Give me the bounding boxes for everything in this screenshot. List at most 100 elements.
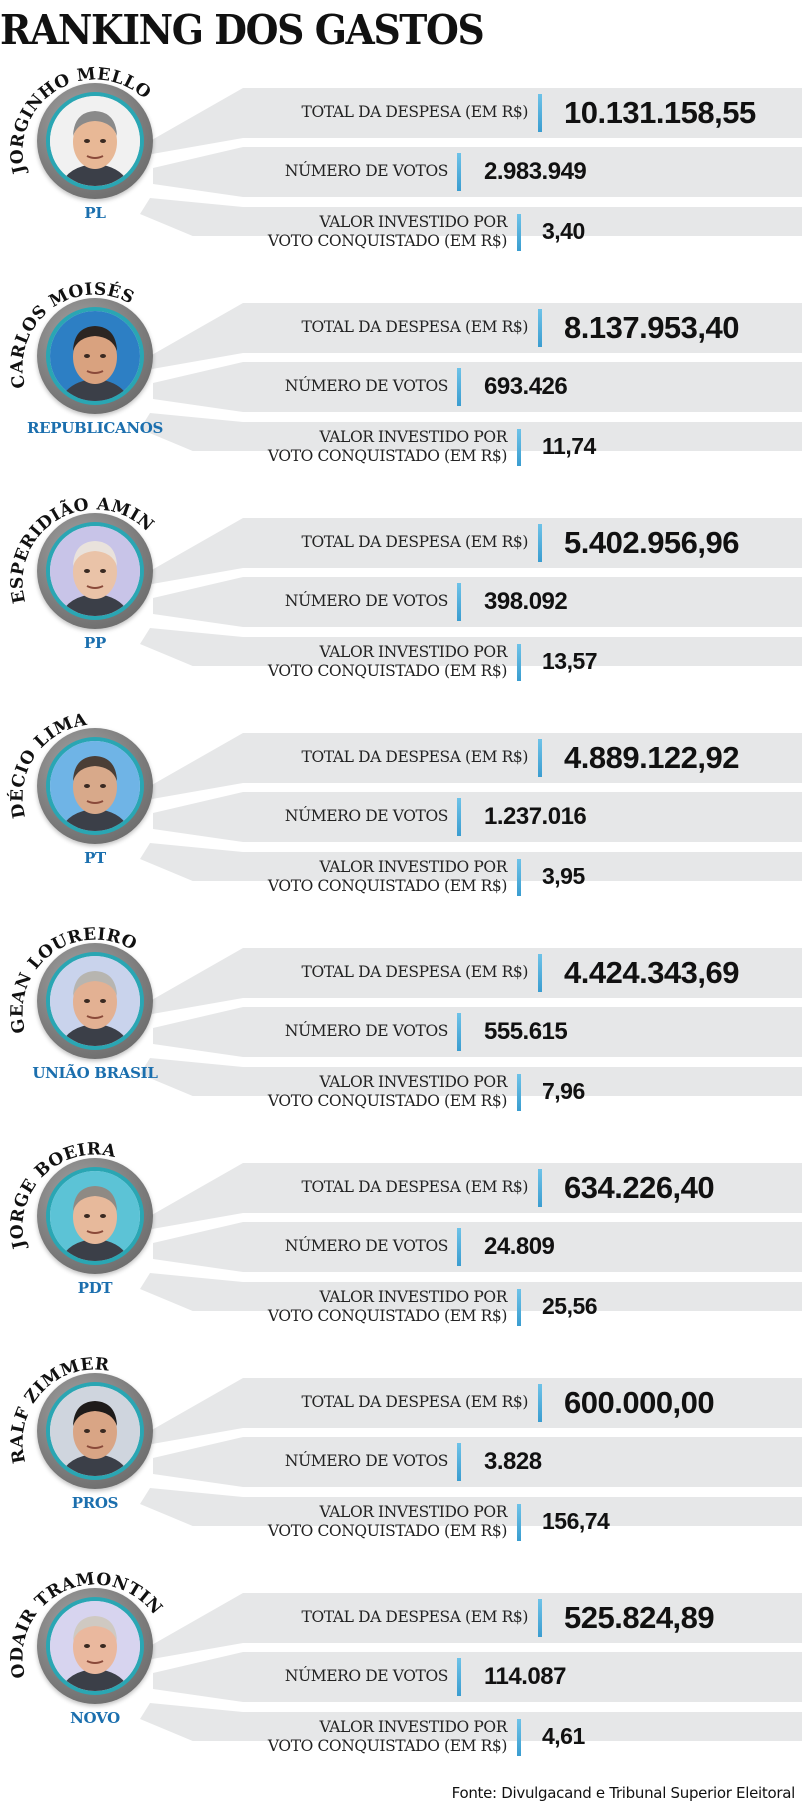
votes-row: NÚMERO DE VOTOS 555.615 (0, 1007, 802, 1057)
total-expense-label: TOTAL DA DESPESA (EM R$) (301, 318, 529, 336)
avatar-teal-ring (46, 307, 144, 405)
party-label: PT (84, 849, 106, 867)
page-title: RANKING DOS GASTOS (0, 6, 485, 54)
avatar-teal-ring (46, 1382, 144, 1480)
candidate-block: ODAIR TRAMONTIN NOVO TOT (0, 1551, 802, 1766)
cost-per-vote-label: VALOR INVESTIDO POR VOTO CONQUISTADO (EM… (267, 213, 508, 251)
fan-bands (140, 303, 802, 451)
total-expense-row: TOTAL DA DESPESA (EM R$) 525.824,89 (0, 1593, 802, 1643)
accent-bar (457, 1443, 461, 1481)
cost-per-vote-row: VALOR INVESTIDO POR VOTO CONQUISTADO (EM… (0, 1497, 802, 1547)
accent-bar (457, 798, 461, 836)
candidate-block: CARLOS MOISÉS REPUBLICANOS (0, 261, 802, 476)
candidate-photo (50, 526, 140, 616)
cost-per-vote-row: VALOR INVESTIDO POR VOTO CONQUISTADO (EM… (0, 1712, 802, 1762)
votes-row: NÚMERO DE VOTOS 24.809 (0, 1222, 802, 1272)
party-label: PDT (77, 1279, 113, 1297)
votes-value: 1.237.016 (484, 803, 587, 830)
total-expense-row: TOTAL DA DESPESA (EM R$) 600.000,00 (0, 1378, 802, 1428)
cost-per-vote-label: VALOR INVESTIDO POR VOTO CONQUISTADO (EM… (267, 1718, 508, 1756)
cost-per-vote-label-line2: VOTO CONQUISTADO (EM R$) (267, 1307, 508, 1325)
cost-per-vote-label-line1: VALOR INVESTIDO POR (319, 1503, 508, 1521)
fan-bands (140, 1378, 802, 1526)
fan-bands (140, 88, 802, 236)
total-expense-value: 4.889.122,92 (564, 740, 740, 775)
total-expense-value: 8.137.953,40 (564, 310, 740, 345)
total-expense-row: TOTAL DA DESPESA (EM R$) 10.131.158,55 (0, 88, 802, 138)
avatar-ring (37, 943, 153, 1059)
candidate-block: JORGE BOEIRA PDT TOTAL D (0, 1121, 802, 1336)
votes-label: NÚMERO DE VOTOS (284, 377, 448, 395)
cost-per-vote-row: VALOR INVESTIDO POR VOTO CONQUISTADO (EM… (0, 852, 802, 902)
cost-per-vote-row: VALOR INVESTIDO POR VOTO CONQUISTADO (EM… (0, 1067, 802, 1117)
total-expense-value: 634.226,40 (564, 1170, 715, 1205)
votes-label: NÚMERO DE VOTOS (284, 1237, 448, 1255)
avatar-teal-ring (46, 952, 144, 1050)
avatar-teal-ring (46, 1597, 144, 1695)
candidate-photo (50, 1386, 140, 1476)
candidate-photo (50, 1171, 140, 1261)
cost-per-vote-row: VALOR INVESTIDO POR VOTO CONQUISTADO (EM… (0, 637, 802, 687)
cost-per-vote-value: 13,57 (542, 648, 598, 674)
fan-bands (140, 948, 802, 1096)
total-expense-row: TOTAL DA DESPESA (EM R$) 5.402.956,96 (0, 518, 802, 568)
total-expense-label: TOTAL DA DESPESA (EM R$) (301, 1178, 529, 1196)
cost-per-vote-value: 25,56 (542, 1293, 598, 1319)
cost-per-vote-row: VALOR INVESTIDO POR VOTO CONQUISTADO (EM… (0, 1282, 802, 1332)
total-expense-label: TOTAL DA DESPESA (EM R$) (301, 748, 529, 766)
candidate-block: GEAN LOUREIRO UNIÃO BRASIL (0, 906, 802, 1121)
candidate-block: JORGINHO MELLO PL TOTAL (0, 46, 802, 261)
votes-value: 693.426 (484, 373, 568, 400)
fan-bands (140, 518, 802, 666)
avatar-ring (37, 1158, 153, 1274)
total-expense-label: TOTAL DA DESPESA (EM R$) (301, 1393, 529, 1411)
avatar-teal-ring (46, 1167, 144, 1265)
total-expense-row: TOTAL DA DESPESA (EM R$) 4.889.122,92 (0, 733, 802, 783)
votes-label: NÚMERO DE VOTOS (284, 162, 448, 180)
accent-bar (538, 739, 542, 777)
votes-label: NÚMERO DE VOTOS (284, 807, 448, 825)
cost-per-vote-value: 7,96 (542, 1078, 585, 1104)
accent-bar (517, 1074, 521, 1111)
cost-per-vote-label-line2: VOTO CONQUISTADO (EM R$) (267, 447, 508, 465)
accent-bar (457, 153, 461, 191)
accent-bar (517, 429, 521, 466)
portrait-icon (50, 956, 140, 1046)
votes-row: NÚMERO DE VOTOS 114.087 (0, 1652, 802, 1702)
accent-bar (538, 1599, 542, 1637)
total-expense-value: 4.424.343,69 (564, 955, 740, 990)
accent-bar (538, 309, 542, 347)
avatar-ring (37, 1588, 153, 1704)
cost-per-vote-label: VALOR INVESTIDO POR VOTO CONQUISTADO (EM… (267, 428, 508, 466)
cost-per-vote-label: VALOR INVESTIDO POR VOTO CONQUISTADO (EM… (267, 1073, 508, 1111)
votes-value: 555.615 (484, 1018, 568, 1045)
votes-value: 3.828 (484, 1448, 542, 1475)
cost-per-vote-label-line2: VOTO CONQUISTADO (EM R$) (267, 232, 508, 250)
avatar-ring (37, 298, 153, 414)
cost-per-vote-value: 11,74 (542, 433, 596, 459)
accent-bar (538, 954, 542, 992)
votes-value: 398.092 (484, 588, 568, 615)
cost-per-vote-label: VALOR INVESTIDO POR VOTO CONQUISTADO (EM… (268, 858, 508, 896)
portrait-icon (50, 1386, 140, 1476)
cost-per-vote-label-line1: VALOR INVESTIDO POR (319, 1718, 508, 1736)
cost-per-vote-label-line1: VALOR INVESTIDO POR (319, 1288, 508, 1306)
total-expense-label: TOTAL DA DESPESA (EM R$) (301, 963, 529, 981)
cost-per-vote-label-line2: VOTO CONQUISTADO (EM R$) (267, 1737, 508, 1755)
cost-per-vote-label-line2: VOTO CONQUISTADO (EM R$) (267, 1092, 508, 1110)
portrait-icon (50, 311, 140, 401)
cost-per-vote-label-line1: VALOR INVESTIDO POR (319, 643, 508, 661)
party-label: PL (84, 204, 106, 222)
candidate-photo (50, 956, 140, 1046)
total-expense-row: TOTAL DA DESPESA (EM R$) 4.424.343,69 (0, 948, 802, 998)
accent-bar (538, 1169, 542, 1207)
accent-bar (517, 859, 521, 896)
votes-value: 2.983.949 (484, 158, 587, 185)
accent-bar (457, 583, 461, 621)
portrait-icon (50, 741, 140, 831)
avatar-teal-ring (46, 92, 144, 190)
accent-bar (517, 214, 521, 251)
candidate-block: DÉCIO LIMA PT TOTAL DA D (0, 691, 802, 906)
cost-per-vote-label-line1: VALOR INVESTIDO POR (319, 428, 508, 446)
cost-per-vote-value: 3,95 (542, 863, 585, 889)
